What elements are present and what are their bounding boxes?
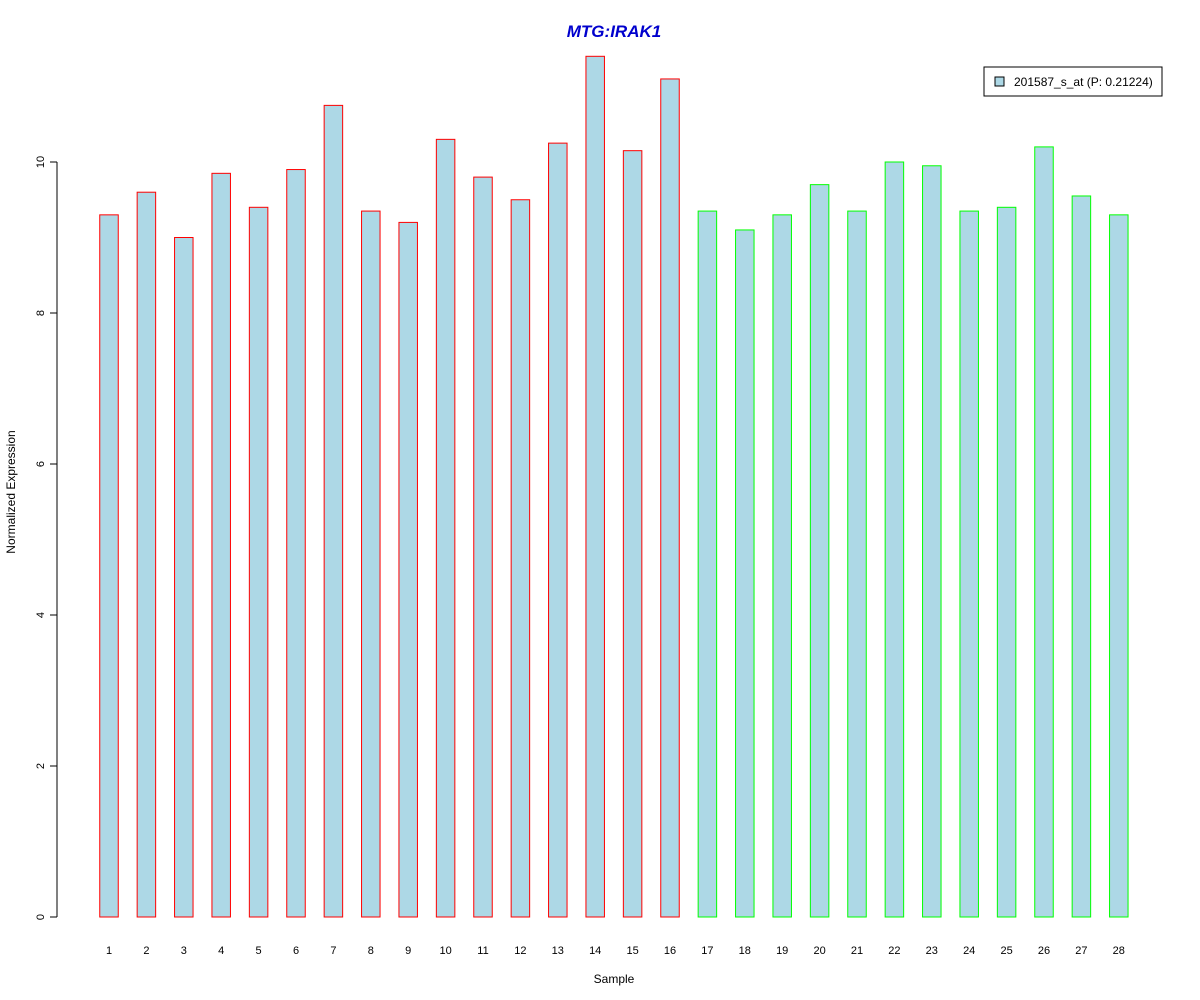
x-tick-label: 1: [106, 945, 112, 957]
bar-sample-1: [99, 214, 119, 918]
x-tick-label: 11: [477, 945, 488, 957]
y-tick-label: 2: [35, 763, 47, 769]
bar-sample-20: [809, 184, 830, 918]
bar-sample-2: [136, 191, 157, 918]
x-axis-title: Sample: [594, 972, 635, 986]
bar-sample-15: [622, 150, 643, 918]
x-tick-label: 5: [256, 945, 262, 957]
y-tick-label: 8: [35, 310, 47, 316]
y-tick-label: 6: [35, 461, 47, 467]
bar-sample-27: [1071, 195, 1092, 918]
x-tick-label: 18: [739, 945, 751, 957]
x-tick-label: 20: [813, 945, 825, 957]
y-tick-label: 4: [35, 612, 47, 618]
x-tick-label: 23: [926, 945, 938, 957]
x-tick-label: 15: [626, 945, 638, 957]
chart-title: MTG:IRAK1: [567, 22, 661, 41]
x-tick-label: 14: [589, 945, 601, 957]
x-tick-label: 3: [181, 945, 187, 957]
x-tick-label: 12: [514, 945, 526, 957]
x-axis-tick-labels: 1 2 3 4 5 6 7 8 9 10 11 12 13 14 15 16 17 18 19 20 21 22 23 24 2…: [106, 945, 1125, 957]
x-tick-label: 13: [552, 945, 564, 957]
bar-sample-13: [548, 142, 568, 918]
legend-label: 201587_s_at (P: 0.21224): [1014, 75, 1153, 89]
bar-sample-10: [435, 138, 456, 918]
bar-sample-11: [473, 176, 493, 918]
legend-swatch: [994, 76, 1005, 87]
legend: 201587_s_at (P: 0.21224): [983, 66, 1163, 97]
x-tick-label: 7: [330, 945, 336, 957]
bar-sample-6: [286, 169, 306, 918]
y-axis: 0 2 4 6 8 10: [35, 156, 58, 920]
bar-sample-12: [510, 199, 531, 918]
x-tick-label: 19: [776, 945, 788, 957]
bar-sample-21: [847, 210, 867, 918]
bar-sample-7: [323, 104, 344, 918]
bar-sample-23: [922, 165, 942, 918]
x-tick-label: 25: [1000, 945, 1012, 957]
bar-sample-19: [772, 214, 792, 918]
bar-sample-14: [585, 55, 605, 918]
bar-sample-24: [959, 210, 979, 918]
bar-sample-25: [996, 206, 1017, 918]
bar-sample-26: [1034, 146, 1054, 918]
legend-box: [983, 66, 1163, 97]
bar-sample-5: [248, 206, 269, 918]
x-tick-label: 8: [368, 945, 374, 957]
bar-sample-28: [1109, 214, 1129, 918]
y-tick-label: 0: [35, 914, 47, 920]
bar-sample-22: [884, 161, 905, 918]
bars: [99, 55, 1129, 918]
bar-sample-16: [660, 78, 680, 918]
x-tick-label: 26: [1038, 945, 1050, 957]
x-tick-label: 6: [293, 945, 299, 957]
bar-sample-9: [398, 221, 418, 918]
x-tick-label: 10: [439, 945, 451, 957]
x-tick-label: 27: [1075, 945, 1087, 957]
x-tick-label: 2: [143, 945, 149, 957]
x-tick-label: 24: [963, 945, 975, 957]
bar-sample-4: [211, 172, 231, 918]
x-tick-label: 28: [1113, 945, 1125, 957]
bar-sample-18: [735, 229, 755, 918]
x-tick-label: 21: [851, 945, 863, 957]
x-tick-label: 22: [888, 945, 900, 957]
x-tick-label: 16: [664, 945, 676, 957]
y-tick-label: 10: [35, 156, 47, 168]
bar-sample-17: [697, 210, 718, 918]
x-tick-label: 17: [701, 945, 713, 957]
y-axis-title: Normalized Expression: [4, 430, 18, 553]
x-tick-label: 9: [405, 945, 411, 957]
bar-sample-8: [361, 210, 381, 918]
x-tick-label: 4: [218, 945, 224, 957]
bar-sample-3: [174, 237, 194, 918]
